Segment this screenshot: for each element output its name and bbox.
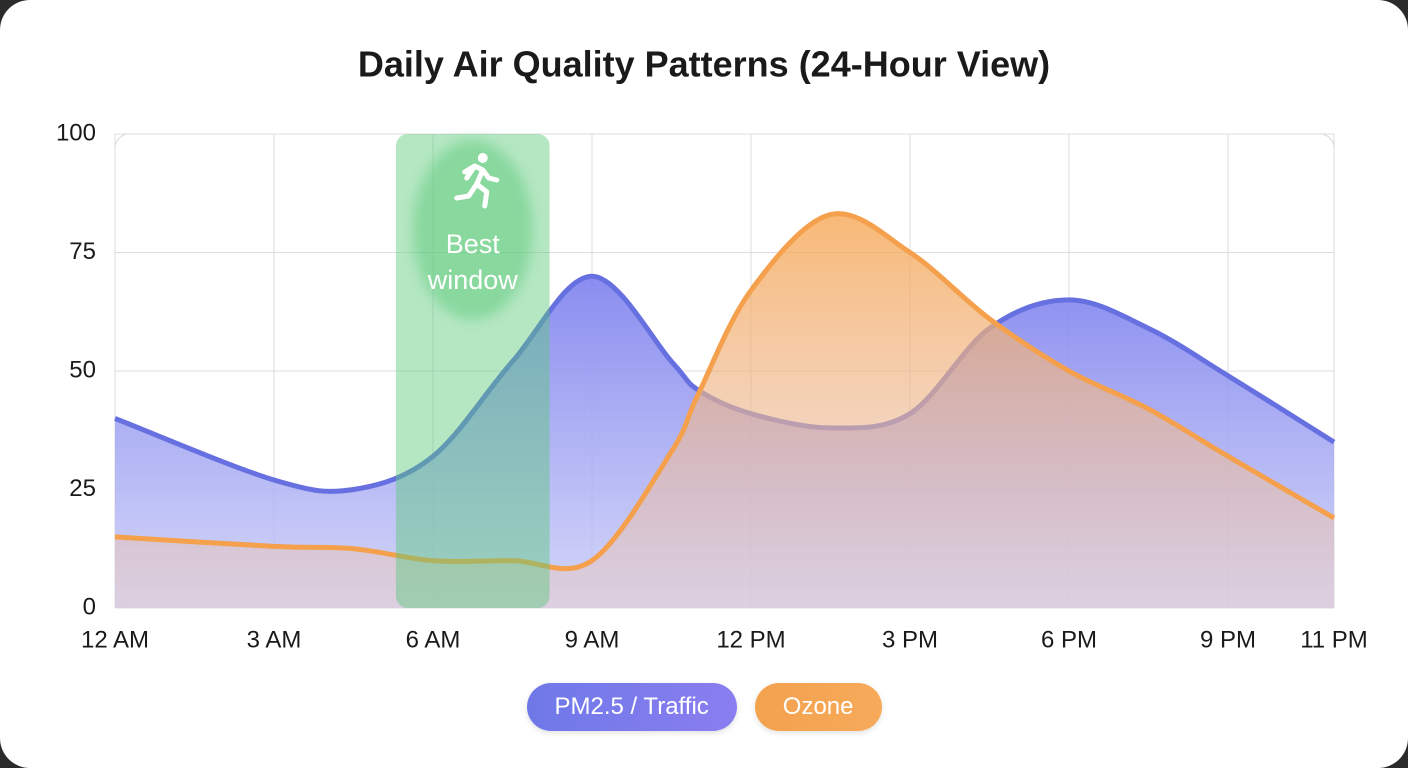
runner-head [477, 153, 488, 163]
series-line [114, 211, 1336, 572]
highlight-glow [412, 140, 533, 320]
chart-title: Daily Air Quality Patterns (24-Hour View… [358, 44, 1050, 85]
x-tick-label: 9 PM [1200, 626, 1256, 653]
y-tick-label: 0 [83, 593, 96, 620]
x-tick-label: 3 PM [882, 626, 938, 653]
x-tick-label: 11 PM [1300, 626, 1368, 653]
x-tick-label: 12 PM [716, 626, 785, 653]
x-tick-label: 6 AM [406, 626, 461, 653]
y-tick-label: 50 [69, 356, 96, 383]
x-tick-label: 3 AM [247, 626, 302, 653]
y-tick-label: 25 [69, 475, 96, 502]
x-tick-label: 6 PM [1041, 626, 1097, 653]
x-tick-label: 12 AM [81, 626, 149, 653]
legend-item[interactable]: PM2.5 / Traffic [526, 683, 737, 731]
y-tick-label: 100 [56, 119, 96, 146]
legend-item[interactable]: Ozone [754, 683, 882, 731]
x-tick-label: 9 AM [565, 626, 620, 653]
legend: PM2.5 / Traffic Ozone [0, 683, 1408, 731]
highlight-label: Best window [427, 229, 518, 295]
runner-body [454, 163, 500, 209]
area-fill [115, 213, 1334, 609]
runner-icon [454, 153, 500, 209]
y-tick-label: 75 [69, 238, 96, 265]
